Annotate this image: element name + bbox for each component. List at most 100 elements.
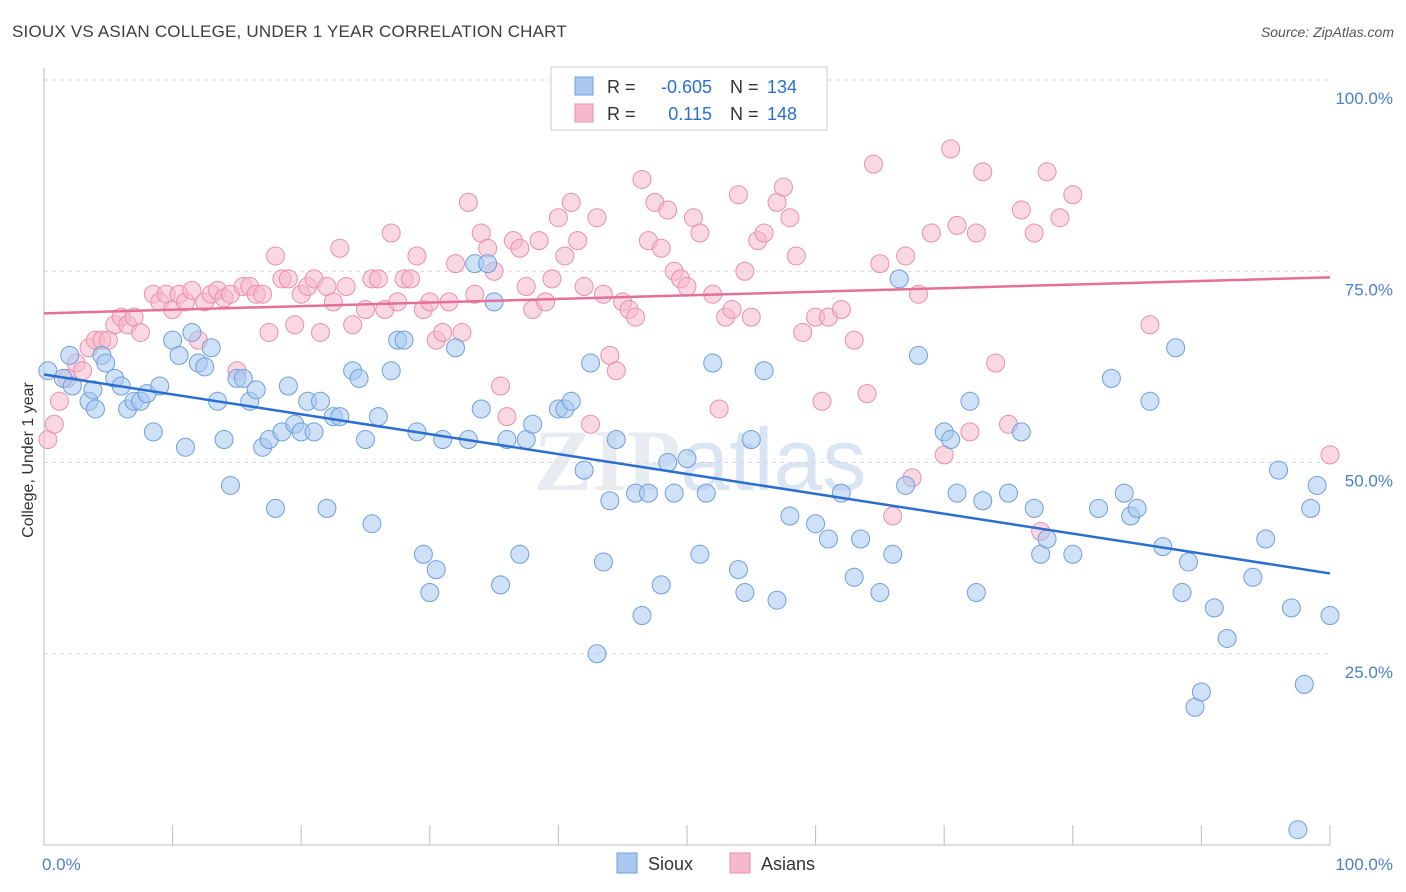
sioux-point: [426, 560, 446, 580]
sioux-point: [413, 544, 433, 564]
sioux-point: [368, 407, 388, 427]
asians-point: [741, 307, 761, 327]
y-axis-label: College, Under 1 year: [20, 382, 37, 538]
sioux-point: [491, 575, 511, 595]
asians-point: [1011, 200, 1031, 220]
asians-point: [265, 246, 285, 266]
sioux-point: [233, 368, 253, 388]
sioux-point: [1294, 674, 1314, 694]
sioux-point: [201, 338, 221, 358]
sioux-point: [889, 269, 909, 289]
sioux-point: [175, 437, 195, 457]
asians-point: [401, 269, 421, 289]
sioux-point: [1172, 583, 1192, 603]
sioux-point: [780, 506, 800, 526]
sioux-point: [169, 345, 189, 365]
sioux-point: [433, 430, 453, 450]
sioux-point: [1288, 820, 1308, 840]
legend-r-value-2: 0.115: [668, 104, 712, 124]
asians-point: [536, 292, 556, 312]
asians-point: [182, 280, 202, 300]
bottom-legend: Sioux Asians: [616, 852, 815, 874]
asians-point: [259, 322, 279, 342]
sioux-point: [767, 590, 787, 610]
asians-point: [561, 192, 581, 212]
sioux-point: [966, 583, 986, 603]
asians-point: [606, 361, 626, 381]
sioux-point: [1243, 567, 1263, 587]
sioux-point: [574, 460, 594, 480]
asians-point: [722, 300, 742, 319]
sioux-point: [638, 483, 658, 503]
sioux-point: [908, 345, 928, 365]
sioux-point: [304, 422, 324, 442]
legend-n-label-2: N =: [730, 104, 759, 124]
asians-point: [581, 414, 601, 434]
asians-point: [1050, 208, 1070, 228]
asians-point: [786, 246, 806, 266]
sioux-point: [310, 391, 330, 411]
sioux-point: [214, 430, 234, 450]
asians-point: [966, 223, 986, 243]
asians-point: [407, 246, 427, 266]
asians-point: [773, 177, 793, 197]
sioux-point: [356, 430, 375, 450]
asians-point: [568, 231, 588, 251]
sioux-point: [851, 529, 871, 549]
asians-point: [433, 322, 453, 342]
sioux-point: [1269, 460, 1289, 480]
sioux-point: [362, 514, 382, 534]
sioux-point: [1320, 606, 1340, 625]
asians-point: [632, 169, 652, 189]
sioux-point: [478, 254, 498, 274]
sioux-point: [1191, 682, 1211, 702]
sioux-point: [195, 357, 215, 377]
sioux-point: [581, 353, 601, 373]
sioux-point: [1011, 422, 1031, 442]
asians-point: [780, 208, 800, 228]
bottom-legend-asians: Asians: [761, 854, 815, 874]
asians-point: [446, 254, 466, 274]
sioux-point: [96, 353, 116, 373]
sioux-point: [1037, 529, 1057, 549]
sioux-point: [220, 475, 240, 495]
sioux-point: [1256, 529, 1276, 549]
legend-r-value-1: -0.605: [661, 77, 712, 97]
asians-point: [73, 361, 93, 381]
y-tick-labels: 100.0% 75.0% 50.0% 25.0%: [1335, 89, 1393, 682]
sioux-point: [1281, 598, 1301, 618]
asians-point: [368, 269, 388, 289]
asians-point: [793, 322, 813, 342]
sioux-point: [587, 644, 607, 664]
sioux-point: [1089, 498, 1109, 518]
asians-point: [896, 246, 916, 266]
asians-point: [677, 277, 697, 297]
asians-point: [863, 154, 883, 174]
asians-point: [510, 238, 530, 258]
y-tick-label: 50.0%: [1345, 472, 1393, 491]
asians-point: [812, 391, 832, 411]
asians-point: [336, 277, 356, 297]
asians-point: [253, 284, 273, 304]
source-label: Source: ZipAtlas.com: [1260, 24, 1394, 40]
asians-point: [941, 139, 961, 159]
legend-r-label-2: R =: [607, 104, 636, 124]
sioux-point: [754, 361, 774, 381]
sioux-point: [394, 330, 414, 350]
sioux-point: [317, 498, 337, 518]
sioux-point: [696, 483, 716, 503]
asians-point: [548, 208, 568, 228]
asians-point: [497, 407, 517, 427]
asians-point: [690, 223, 710, 243]
legend-r-label-1: R =: [607, 77, 636, 97]
asians-point: [870, 254, 890, 274]
asians-point: [574, 277, 594, 297]
sioux-point: [973, 491, 993, 511]
sioux-point: [870, 583, 890, 603]
sioux-point: [1114, 483, 1134, 503]
asians-point: [1037, 162, 1057, 182]
sioux-point: [1166, 338, 1186, 358]
asians-point: [973, 162, 993, 182]
sioux-point: [703, 353, 723, 373]
